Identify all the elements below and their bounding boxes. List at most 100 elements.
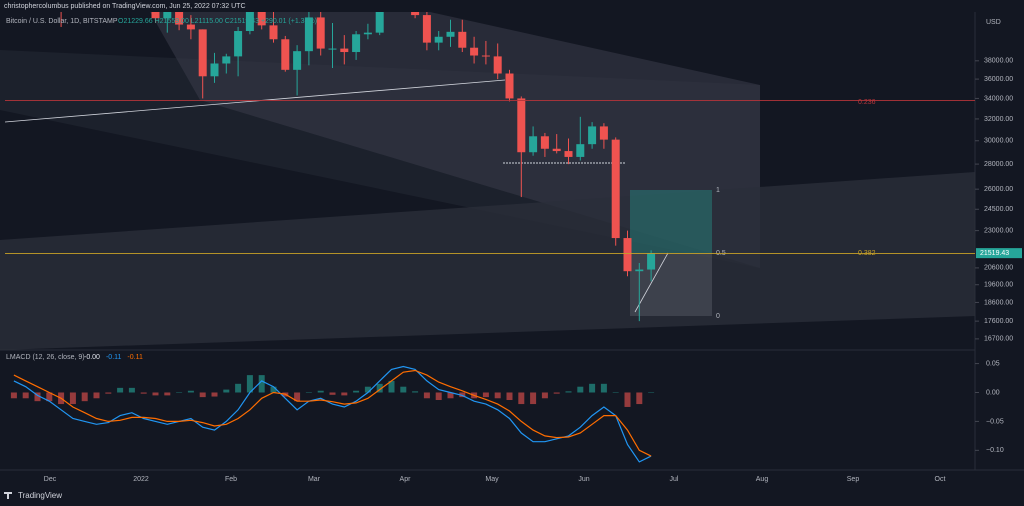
histogram-bar [636, 392, 643, 405]
x-tick-label: Mar [308, 476, 321, 483]
candle-body [635, 269, 644, 272]
histogram-bar [211, 392, 218, 397]
macd-line [13, 365, 652, 463]
histogram-bar [412, 391, 419, 393]
y-tick-label: −0.10 [986, 447, 1004, 454]
candle-body [540, 136, 549, 149]
x-tick-label: Sep [847, 476, 860, 483]
candle-body [599, 126, 608, 140]
histogram-bar [600, 383, 607, 393]
candle-body [434, 36, 443, 43]
candle-body [186, 24, 195, 30]
candle-body [293, 51, 302, 70]
candle-body [304, 17, 313, 52]
histogram-bar [612, 392, 619, 393]
candle-body [328, 48, 337, 50]
x-tick-label: Apr [400, 476, 412, 483]
candle-body [151, 12, 160, 19]
projection [634, 252, 669, 313]
y-tick-label: −0.05 [986, 418, 1004, 425]
price-label: 21519.43 [980, 250, 1009, 257]
header: christophercolumbus published on Trading… [4, 3, 246, 10]
macd-title: LMACD (12, 26, close, 9) [6, 354, 85, 361]
y-tick-label: 36000.00 [984, 76, 1013, 83]
x-tick-label: Dec [44, 476, 57, 483]
candle-body [647, 253, 656, 270]
candle-body [422, 15, 431, 43]
candle-body [517, 98, 526, 153]
histogram-bar [376, 383, 383, 393]
histogram-bar [176, 392, 183, 393]
y-tick-label: 16700.00 [984, 336, 1013, 343]
histogram-bar [423, 392, 430, 399]
footer: TradingView [18, 491, 62, 500]
y-tick-label: 19600.00 [984, 282, 1013, 289]
histogram-bar [435, 392, 442, 401]
x-tick-label: May [485, 476, 499, 483]
macd-line [13, 369, 652, 457]
y-tick-label: 23000.00 [984, 227, 1013, 234]
histogram-bar [223, 389, 230, 393]
stop-zone [630, 253, 712, 316]
ohlc-legend: O21229.66 H21559.00 L21115.00 C21519.43 … [118, 18, 317, 25]
histogram-bar [69, 392, 76, 405]
trend-line [4, 79, 506, 123]
candle-body [316, 17, 325, 49]
histogram-bar [577, 386, 584, 393]
histogram-bar [246, 375, 253, 393]
channel-lower [0, 172, 975, 350]
y-tick-label: 17600.00 [984, 318, 1013, 325]
histogram-bar [447, 392, 454, 399]
histogram-bar [400, 386, 407, 393]
y-tick-label: 38000.00 [984, 58, 1013, 65]
histogram-bar [117, 387, 124, 393]
candle-body [375, 12, 384, 33]
candle-body [623, 238, 632, 272]
histogram-bar [341, 392, 348, 396]
y-tick-label: 20600.00 [984, 265, 1013, 272]
candle-body [222, 56, 231, 64]
histogram-bar [270, 386, 277, 393]
histogram-bar [140, 392, 147, 394]
candle-body [470, 47, 479, 56]
candle-body [493, 56, 502, 74]
histogram-bar [541, 392, 548, 399]
candle-body [505, 73, 514, 99]
symbol-title: Bitcoin / U.S. Dollar, 1D, BITSTAMP [6, 18, 118, 25]
histogram-bar [648, 392, 655, 393]
histogram-bar [589, 383, 596, 393]
y-tick-label: 24500.00 [984, 206, 1013, 213]
currency: USD [986, 19, 1001, 26]
position-label: 0 [716, 313, 720, 320]
candle-body [257, 12, 266, 26]
candle-body [529, 136, 538, 153]
histogram-bar [494, 392, 501, 399]
y-tick-label: 32000.00 [984, 116, 1013, 123]
y-tick-label: 0.00 [986, 389, 1000, 396]
y-tick-label: 34000.00 [984, 95, 1013, 102]
candle-body [198, 29, 207, 77]
histogram-bar [294, 392, 301, 402]
candle-body [611, 139, 620, 239]
histogram-bar [128, 387, 135, 393]
logo [4, 492, 12, 499]
price-label-bg [976, 248, 1022, 259]
histogram-bar [506, 392, 513, 401]
x-tick-label: Jun [578, 476, 589, 483]
macd-legend-value: -0.11 [127, 354, 143, 361]
histogram-bar [388, 380, 395, 393]
histogram-bar [258, 375, 265, 393]
candles [60, 12, 656, 322]
fib-label: 0.236 [858, 99, 876, 106]
candle-body [234, 31, 243, 57]
candle-body [458, 31, 467, 48]
histogram-bar [353, 390, 360, 393]
histogram-bar [199, 392, 206, 398]
macd-legend-value: -0.11 [106, 354, 122, 361]
candle-body [210, 63, 219, 77]
candle-body [446, 31, 455, 37]
histogram-bar [235, 383, 242, 393]
y-tick-label: 30000.00 [984, 138, 1013, 145]
histogram-bar [624, 392, 631, 407]
